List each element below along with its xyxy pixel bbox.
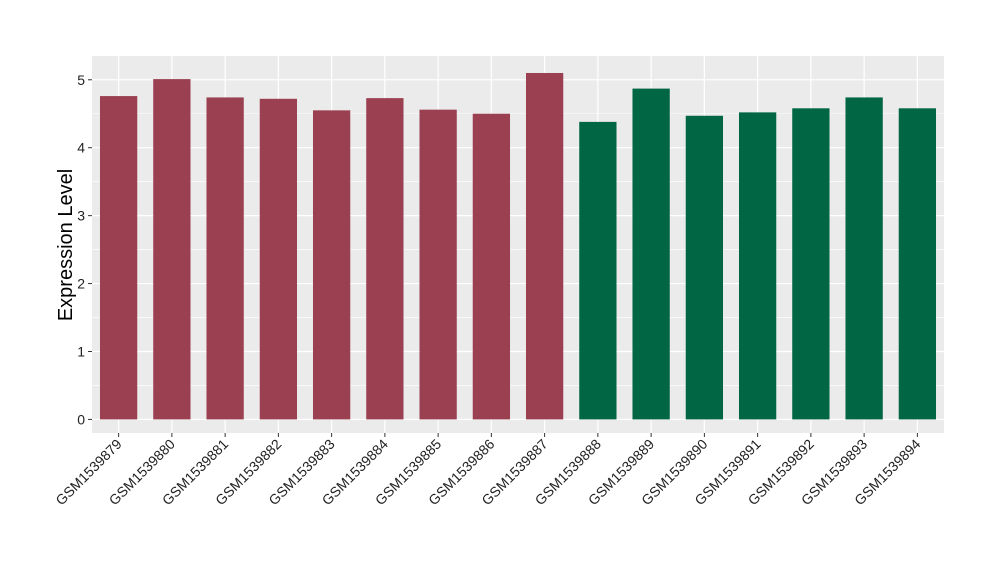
bar [259,98,298,420]
y-axis-ticks: 0 1 2 3 4 5 [77,72,92,427]
bar [792,108,830,420]
y-tick-label: 1 [77,343,85,359]
bar [738,112,777,420]
bar [312,110,351,420]
bar [99,96,138,420]
bars [99,72,937,420]
bar [845,97,883,420]
y-axis-title: Expression Level [55,169,77,321]
bar [579,121,617,420]
bar [525,72,564,420]
bar [153,79,191,420]
y-tick-label: 2 [77,276,85,292]
bar [366,98,404,420]
bar [632,88,670,420]
bar [472,113,511,420]
y-tick-label: 3 [77,208,85,224]
x-axis-ticks: GSM1539879GSM1539880GSM1539881GSM1539882… [52,433,924,508]
bar [685,115,724,420]
y-tick-label: 0 [77,411,85,427]
y-tick-label: 5 [77,72,85,88]
bar [419,109,457,420]
bar [898,108,937,420]
bar [206,97,244,420]
y-tick-label: 4 [77,140,85,156]
